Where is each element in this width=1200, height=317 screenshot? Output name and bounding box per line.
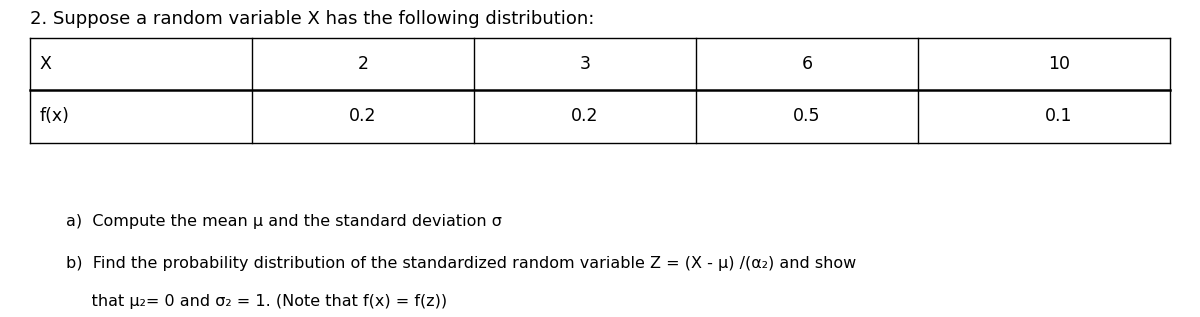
Text: 6: 6 (802, 55, 812, 73)
Text: 0.2: 0.2 (349, 107, 377, 126)
Text: 0.1: 0.1 (1045, 107, 1073, 126)
Text: f(x): f(x) (40, 107, 70, 126)
Text: 0.5: 0.5 (793, 107, 821, 126)
Text: 3: 3 (580, 55, 590, 73)
Text: 10: 10 (1048, 55, 1070, 73)
Text: that μ₂= 0 and σ₂ = 1. (Note that f(x) = f(z)): that μ₂= 0 and σ₂ = 1. (Note that f(x) =… (66, 294, 448, 309)
Text: b)  Find the probability distribution of the standardized random variable Z = (X: b) Find the probability distribution of … (66, 256, 857, 271)
Text: X: X (40, 55, 52, 73)
Text: 0.2: 0.2 (571, 107, 599, 126)
Text: a)  Compute the mean μ and the standard deviation σ: a) Compute the mean μ and the standard d… (66, 214, 502, 230)
Text: 2. Suppose a random variable X has the following distribution:: 2. Suppose a random variable X has the f… (30, 10, 594, 28)
Text: 2: 2 (358, 55, 368, 73)
